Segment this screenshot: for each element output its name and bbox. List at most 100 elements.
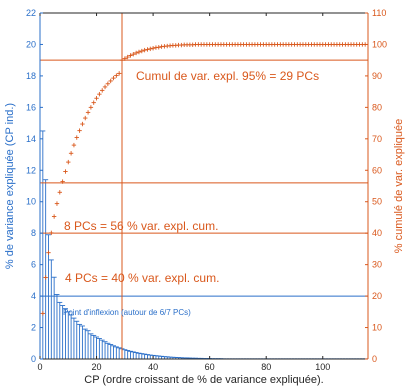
stem-point <box>68 314 74 359</box>
stem-point <box>116 347 122 359</box>
cumulative-point <box>46 250 51 255</box>
stem-point <box>85 330 91 359</box>
cumulative-point <box>71 142 77 148</box>
y-right-tick-label: 60 <box>372 165 382 175</box>
cumulative-point <box>54 201 60 206</box>
stem-point <box>133 352 139 359</box>
cumulative-point <box>74 135 79 140</box>
y-right-tick-label: 10 <box>372 323 382 333</box>
x-axis-label: CP (ordre croissant de % de variance exp… <box>84 374 323 386</box>
y-left-tick-label: 18 <box>26 71 36 81</box>
stem-point <box>102 341 108 359</box>
y-right-tick-label: 50 <box>372 197 382 207</box>
x-tick-label: 60 <box>205 362 215 372</box>
y-left-axis-ticks: 0 2 4 6 8 10 12 14 16 18 20 22 <box>26 8 43 364</box>
y-right-tick-label: 30 <box>372 260 382 270</box>
cumulative-point <box>148 46 153 52</box>
cumulative-point <box>139 48 144 54</box>
stem-point <box>62 308 68 359</box>
cumulative-point <box>128 53 133 58</box>
y-right-tick-label: 90 <box>372 71 382 81</box>
y-left-axis-label: % de variance expliquée (CP ind.) <box>4 103 16 269</box>
cumulative-point <box>77 128 82 133</box>
annotation-label: 4 PCs = 40 % var. expl. cum. <box>65 271 219 285</box>
stem-point <box>45 234 51 359</box>
x-tick-label: 100 <box>315 362 330 372</box>
y-right-tick-label: 110 <box>372 8 386 18</box>
stem-point <box>142 353 148 359</box>
cumulative-point <box>150 46 156 51</box>
cumulative-point <box>80 121 85 127</box>
cumulative-point <box>40 311 46 316</box>
stem-point <box>105 342 111 359</box>
cumulative-point <box>63 169 68 174</box>
stem-point <box>71 317 77 359</box>
y-right-axis-ticks: 0 10 20 30 40 50 60 70 80 90 100 110 <box>365 8 387 364</box>
cumulative-point <box>94 96 99 101</box>
plot-area <box>40 13 368 359</box>
stem-point <box>48 259 54 359</box>
cumulative-point <box>91 100 96 105</box>
x-tick-label: 40 <box>148 362 158 372</box>
stem-point <box>57 301 63 359</box>
annotations: Cumul de var. expl. 95% = 29 PCs 8 PCs = … <box>63 69 319 317</box>
y-left-tick-label: 2 <box>31 323 36 333</box>
y-left-tick-label: 20 <box>26 39 36 49</box>
stem-point <box>122 349 128 359</box>
annotation-label: 8 PCs = 56 % var. expl. cum. <box>64 219 218 233</box>
stem-point <box>43 179 49 359</box>
y-left-tick-label: 12 <box>26 165 36 175</box>
annotation-label: Cumul de var. expl. 95% = 29 PCs <box>136 69 319 83</box>
y-left-tick-label: 8 <box>31 228 36 238</box>
x-tick-label: 20 <box>92 362 102 372</box>
y-right-tick-label: 40 <box>372 228 382 238</box>
y-left-tick-label: 14 <box>26 134 36 144</box>
stem-point <box>54 294 60 359</box>
y-right-axis-label: % cumulé de var. expliquée <box>393 119 405 254</box>
stem-point <box>139 353 145 359</box>
stem-point <box>130 351 136 359</box>
y-right-tick-label: 100 <box>372 39 387 49</box>
stem-point <box>60 305 66 359</box>
y-left-tick-label: 4 <box>31 291 36 301</box>
cumulative-point <box>57 190 62 195</box>
stem-point <box>51 276 57 359</box>
stem-point <box>136 352 142 359</box>
stem-point <box>94 336 100 359</box>
stem-point <box>65 311 71 359</box>
cumulative-point <box>114 73 119 78</box>
y-right-tick-label: 80 <box>372 102 382 112</box>
x-tick-label: 80 <box>261 362 271 372</box>
cumulative-point <box>136 49 142 55</box>
x-tick-label: 0 <box>37 362 42 372</box>
cumulative-point <box>156 45 161 50</box>
cumulative-series <box>40 42 368 316</box>
cumulative-point <box>111 75 116 81</box>
stem-point <box>144 354 150 359</box>
cumulative-point <box>105 81 111 86</box>
cumulative-point <box>97 91 102 97</box>
reference-lines <box>40 13 368 359</box>
stem-point <box>77 323 83 359</box>
cumulative-point <box>116 71 122 76</box>
cumulative-point <box>142 47 147 53</box>
stem-point <box>91 334 97 359</box>
cumulative-point <box>83 115 88 121</box>
stem-point <box>99 339 105 359</box>
cumulative-point <box>51 214 57 219</box>
stem-point <box>74 320 80 359</box>
cumulative-point <box>85 110 91 115</box>
cumulative-point <box>133 50 139 56</box>
stem-point <box>127 350 133 359</box>
y-right-tick-label: 70 <box>372 134 382 144</box>
stem-point <box>88 333 94 359</box>
cumulative-point <box>125 54 130 60</box>
cumulative-point <box>43 275 48 280</box>
y-right-tick-label: 20 <box>372 291 382 301</box>
stem-point <box>111 345 117 359</box>
cumulative-point <box>145 47 150 52</box>
y-left-tick-label: 0 <box>31 354 36 364</box>
stem-point <box>96 338 102 359</box>
stem-point <box>113 346 119 359</box>
